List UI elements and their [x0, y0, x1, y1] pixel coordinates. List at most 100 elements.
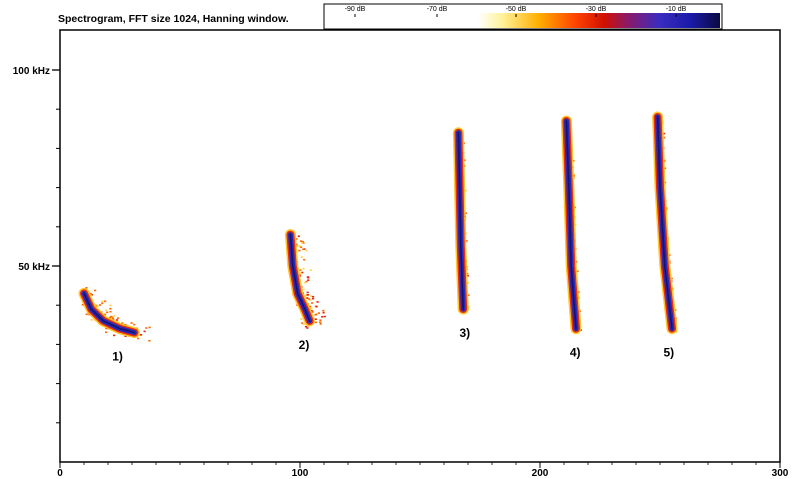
speckle: [314, 318, 317, 320]
speckle: [302, 248, 305, 251]
color-scale-label: -10 dB: [666, 6, 687, 13]
speckle: [298, 245, 301, 247]
speckle: [312, 297, 315, 300]
speckle: [301, 242, 304, 244]
speckle: [319, 323, 322, 325]
speckle: [309, 299, 312, 302]
call-center: [289, 233, 311, 322]
speckle: [111, 317, 115, 320]
speckle: [306, 297, 309, 299]
call-label: 3): [459, 326, 470, 340]
speckle: [90, 319, 93, 321]
speckle: [309, 305, 312, 308]
speckle: [113, 315, 116, 317]
speckle: [304, 281, 307, 284]
call-label: 2): [299, 338, 310, 352]
speckle: [309, 269, 312, 271]
color-scale-label: -50 dB: [506, 6, 527, 13]
x-axis: 0 100 200 300: [57, 462, 789, 479]
call-center: [457, 131, 464, 310]
speckle: [314, 321, 317, 324]
speckle: [310, 295, 313, 297]
call-5: 5): [652, 111, 678, 360]
speckle: [89, 292, 92, 295]
y-axis: 50 kHz 100 kHz: [13, 66, 60, 424]
call-center: [83, 292, 136, 334]
speckle: [572, 160, 575, 162]
call-4: 4): [560, 115, 582, 360]
speckle: [116, 319, 119, 321]
speckle: [301, 271, 304, 274]
call-label: 1): [112, 350, 123, 364]
speckle: [109, 304, 112, 307]
speckle: [106, 311, 109, 314]
color-scale: -90 dB -70 dB -50 dB -30 dB -10 dB: [323, 3, 723, 30]
color-scale-gradient: [478, 13, 720, 28]
speckle: [101, 300, 104, 303]
speckle: [304, 295, 307, 297]
speckle: [104, 300, 107, 303]
speckle: [95, 305, 98, 307]
call-label: 5): [663, 346, 674, 360]
speckle: [464, 189, 467, 192]
speckle: [302, 267, 305, 270]
call-3: 3): [452, 127, 470, 340]
speckle: [308, 298, 311, 300]
speckle: [148, 326, 151, 329]
call-center: [656, 116, 673, 330]
speckle: [113, 334, 116, 337]
call-label: 4): [570, 346, 581, 360]
speckle: [301, 322, 304, 324]
speckle: [96, 305, 99, 308]
speckle: [303, 258, 306, 261]
speckle: [143, 330, 146, 333]
y-tick-label: 100 kHz: [13, 66, 50, 77]
call-1: 1): [78, 287, 151, 364]
speckle: [305, 249, 308, 252]
speckle: [130, 322, 133, 324]
speckle: [116, 317, 120, 319]
speckle: [305, 294, 308, 296]
speckle: [317, 312, 320, 314]
speckle: [310, 307, 313, 310]
speckle: [300, 318, 303, 320]
speckle: [140, 334, 143, 336]
speckle: [662, 136, 666, 139]
speckle: [103, 313, 107, 316]
speckle: [465, 240, 468, 242]
speckle: [300, 256, 303, 258]
speckle: [306, 327, 309, 329]
speckle: [124, 335, 127, 337]
speckle: [322, 309, 325, 312]
speckle: [105, 331, 108, 334]
x-tick-label: 300: [772, 468, 789, 479]
speckle: [323, 315, 326, 318]
speckle: [315, 305, 318, 308]
speckle: [148, 340, 151, 342]
speckle: [466, 282, 470, 284]
speckle: [307, 279, 310, 281]
speckle: [306, 294, 310, 296]
speckle: [467, 294, 470, 296]
speckle: [110, 315, 113, 318]
speckle: [137, 337, 140, 340]
speckle: [322, 311, 325, 314]
speckle: [299, 240, 303, 242]
speckle: [576, 270, 579, 273]
speckle: [311, 302, 314, 304]
chart-title: Spectrogram, FFT size 1024, Hanning wind…: [58, 13, 289, 25]
call-center: [565, 120, 577, 330]
speckle: [463, 159, 466, 161]
speckle: [664, 167, 667, 170]
color-scale-labels: -90 dB -70 dB -50 dB -30 dB -10 dB: [345, 6, 687, 17]
speckle: [314, 314, 317, 316]
speckle: [319, 319, 322, 321]
speckle: [299, 246, 303, 248]
speckle: [310, 310, 313, 312]
speckle: [302, 323, 305, 326]
speckle: [109, 307, 112, 310]
speckle: [295, 238, 298, 240]
x-tick-label: 200: [532, 468, 549, 479]
call-2: 2): [284, 229, 326, 352]
speckle: [464, 212, 467, 214]
